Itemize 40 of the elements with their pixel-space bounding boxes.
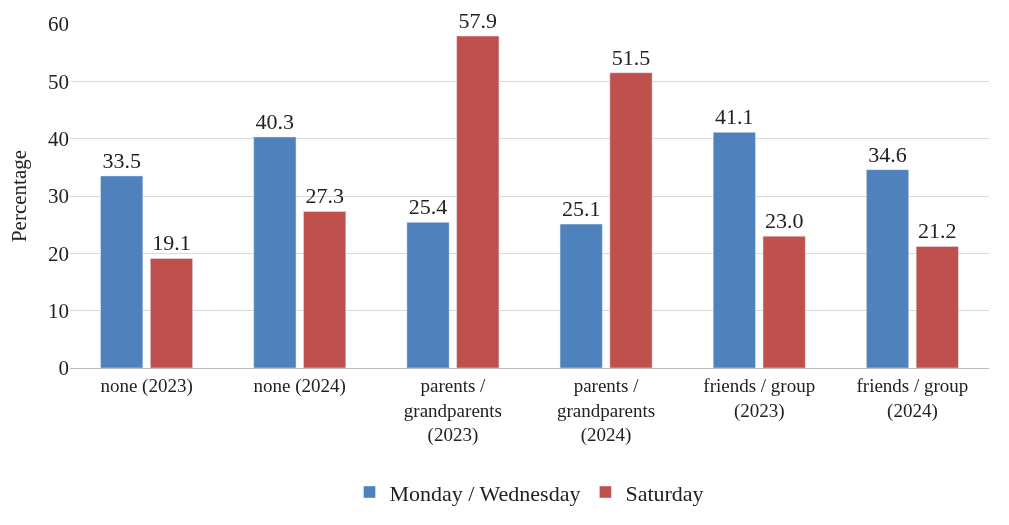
data-label: 41.1 <box>715 104 754 130</box>
data-label: 21.2 <box>918 218 957 244</box>
data-label: 34.6 <box>868 141 907 167</box>
legend-label: Monday / Wednesday <box>389 480 581 506</box>
bar <box>712 132 756 368</box>
bar <box>406 222 450 368</box>
x-tick-label: parents / grandparents (2023) <box>403 374 502 447</box>
data-label: 33.5 <box>102 147 141 173</box>
x-tick-label: friends / group (2023) <box>703 374 816 422</box>
y-tick-label: 0 <box>58 356 69 381</box>
bar <box>303 211 347 368</box>
bar <box>559 223 603 368</box>
y-tick-label: 10 <box>48 299 69 324</box>
bar <box>100 175 144 368</box>
data-label: 57.9 <box>458 8 498 34</box>
y-axis-title: Percentage <box>7 149 32 243</box>
data-label: 25.4 <box>408 194 448 220</box>
bar <box>253 136 297 368</box>
x-tick-label: parents / grandparents (2024) <box>557 374 656 447</box>
y-tick-label: 50 <box>48 69 69 94</box>
y-tick-label: 30 <box>48 184 69 209</box>
bar <box>866 169 909 368</box>
bar <box>609 72 653 368</box>
x-tick-label: none (2024) <box>253 374 346 397</box>
bar <box>915 246 959 368</box>
x-tick-label: none (2023) <box>100 374 193 397</box>
data-label: 40.3 <box>255 108 295 134</box>
bar <box>456 35 500 368</box>
bar <box>150 258 193 368</box>
data-label: 25.1 <box>561 196 601 222</box>
y-tick-label: 40 <box>48 127 69 152</box>
data-label: 27.3 <box>305 183 344 209</box>
bar <box>762 235 806 368</box>
x-tick-label: friends / group (2024) <box>856 374 969 422</box>
y-tick-label: 60 <box>48 12 69 37</box>
data-label: 19.1 <box>152 230 191 256</box>
data-label: 51.5 <box>611 44 651 70</box>
legend-label: Saturday <box>625 480 704 506</box>
y-tick-label: 20 <box>48 241 69 266</box>
data-label: 23.0 <box>764 208 804 234</box>
